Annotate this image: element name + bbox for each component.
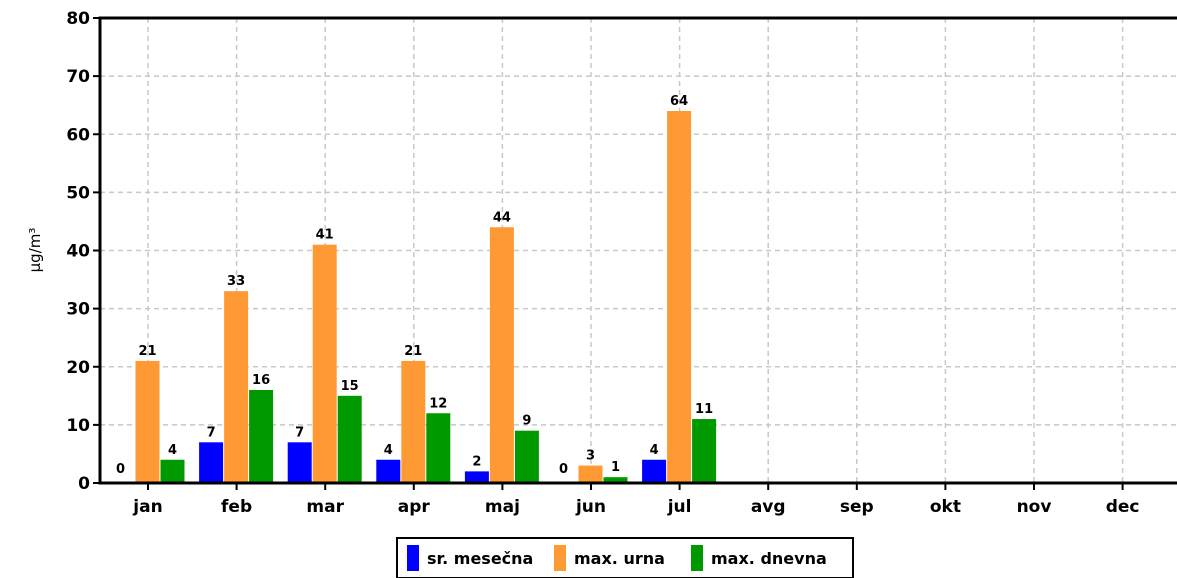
y-tick-label: 0 (78, 474, 90, 494)
x-tick-label: sep (840, 497, 874, 517)
x-tick-label: apr (398, 497, 431, 517)
data-label: 12 (429, 396, 447, 411)
bar (578, 465, 603, 483)
data-label: 16 (252, 373, 270, 388)
bar (199, 442, 224, 483)
data-label: 44 (493, 210, 511, 225)
bar (401, 360, 426, 483)
y-tick-label: 30 (66, 300, 90, 320)
data-label: 33 (227, 274, 245, 289)
x-tick-label: jul (667, 497, 692, 517)
y-axis-label: µg/m³ (26, 228, 44, 273)
data-label: 21 (138, 344, 156, 359)
y-tick-label: 40 (66, 242, 90, 262)
legend-box (396, 537, 854, 578)
data-label: 41 (316, 228, 334, 243)
x-tick-label: avg (751, 497, 786, 517)
data-label: 11 (695, 402, 713, 417)
plot-frame (98, 16, 1177, 485)
data-label: 2 (472, 454, 481, 469)
bar (249, 390, 274, 483)
bar (603, 477, 628, 483)
bar (160, 459, 185, 483)
data-label: 7 (295, 425, 304, 440)
bar (426, 413, 451, 483)
bar (312, 244, 337, 483)
legend-label: max. urna (574, 549, 665, 568)
data-label: 0 (559, 462, 568, 477)
data-label: 4 (168, 443, 177, 458)
y-axis: 0 10 20 30 40 50 60 70 80 (66, 9, 100, 494)
legend-swatch (554, 545, 566, 571)
data-label: 9 (522, 414, 531, 429)
legend-swatch (407, 545, 419, 571)
bar (667, 111, 692, 483)
y-tick-label: 80 (66, 9, 90, 29)
data-label: 7 (207, 425, 216, 440)
bar (692, 419, 717, 483)
y-tick-label: 20 (66, 358, 90, 378)
bar (337, 395, 362, 483)
bar (224, 291, 249, 483)
bar (642, 459, 667, 483)
x-tick-label: mar (306, 497, 344, 517)
y-tick-label: 60 (66, 125, 90, 145)
data-label: 4 (650, 443, 659, 458)
data-label: 3 (586, 449, 595, 464)
x-tick-label: maj (485, 497, 520, 517)
legend-label: sr. mesečna (427, 549, 533, 568)
data-label: 15 (341, 379, 359, 394)
bar (464, 471, 489, 483)
data-label: 64 (670, 94, 688, 109)
x-tick-label: nov (1017, 497, 1052, 517)
bar (287, 442, 312, 483)
bar (489, 227, 514, 483)
bar (376, 459, 401, 483)
data-label: 4 (384, 443, 393, 458)
y-tick-label: 50 (66, 183, 90, 203)
legend-label: max. dnevna (711, 549, 827, 568)
x-axis: jan feb mar apr maj jun jul avg sep okt nov dec (132, 483, 1139, 517)
bars (135, 111, 717, 483)
x-tick-label: jun (575, 497, 606, 517)
x-tick-label: dec (1106, 497, 1140, 517)
data-label: 21 (404, 344, 422, 359)
x-tick-label: feb (221, 497, 252, 517)
bar (135, 360, 160, 483)
x-tick-label: jan (132, 497, 162, 517)
y-tick-label: 10 (66, 416, 90, 436)
legend: sr. mesečna max. urna max. dnevna (396, 537, 854, 578)
y-tick-label: 70 (66, 67, 90, 87)
legend-swatch (691, 545, 703, 571)
data-label: 1 (611, 460, 620, 475)
bar (514, 430, 539, 483)
data-label: 0 (116, 462, 125, 477)
x-tick-label: okt (930, 497, 961, 517)
